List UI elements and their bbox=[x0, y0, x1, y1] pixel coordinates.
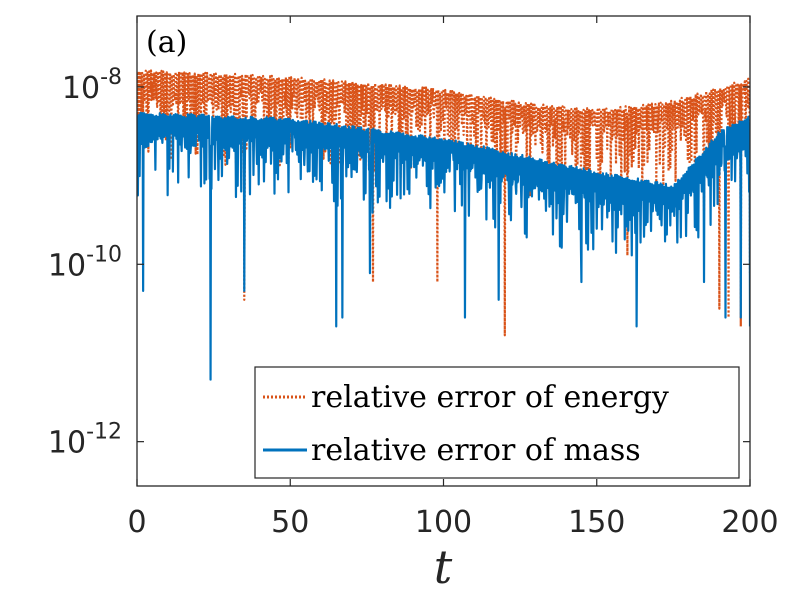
y-tick-base: 10 bbox=[48, 248, 86, 283]
y-tick-exponent: -12 bbox=[86, 420, 122, 445]
legend-label-energy: relative error of energy bbox=[311, 380, 669, 415]
y-tick-label: 10-10 bbox=[48, 242, 122, 283]
x-tick-label: 100 bbox=[415, 505, 472, 540]
data-layer bbox=[137, 69, 750, 381]
legend-label-mass: relative error of mass bbox=[311, 433, 641, 468]
x-tick-label: 150 bbox=[568, 505, 625, 540]
x-tick-label: 200 bbox=[721, 505, 778, 540]
x-axis-label: t bbox=[434, 540, 453, 592]
y-tick-label: 10-12 bbox=[48, 420, 122, 461]
series-line-energy bbox=[137, 69, 750, 337]
legend-box bbox=[254, 366, 740, 479]
y-tick-base: 10 bbox=[62, 71, 100, 106]
x-tick-label: 0 bbox=[127, 505, 146, 540]
x-tick-label: 50 bbox=[271, 505, 309, 540]
y-tick-label: 10-8 bbox=[62, 65, 122, 106]
series-line-mass bbox=[137, 111, 750, 381]
legend: relative error of energy relative error … bbox=[254, 366, 740, 479]
panel-label: (a) bbox=[146, 25, 187, 60]
y-tick-exponent: -8 bbox=[100, 65, 122, 90]
y-tick-base: 10 bbox=[48, 426, 86, 461]
y-tick-exponent: -10 bbox=[86, 242, 122, 267]
